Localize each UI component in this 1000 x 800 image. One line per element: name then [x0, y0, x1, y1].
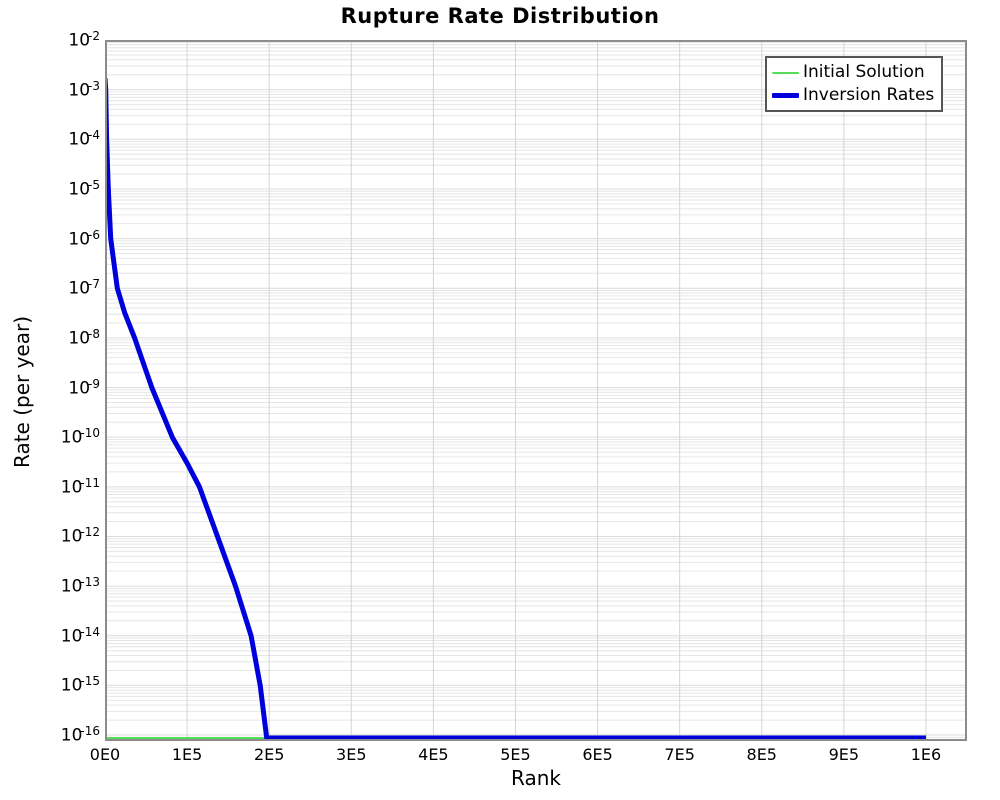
y-tick-label: 10-12: [60, 525, 100, 548]
y-tick-label: 10-7: [68, 277, 100, 299]
y-tick-label: 10-9: [68, 376, 100, 399]
chart-title: Rupture Rate Distribution: [340, 4, 660, 28]
plot-area: [105, 40, 967, 741]
initial-solution-line-swatch: [772, 71, 799, 74]
x-tick-label: 0E0: [89, 745, 121, 764]
x-axis-title: Rank: [511, 766, 561, 790]
plot-border: [105, 40, 967, 741]
x-tick-label: 1E6: [910, 745, 942, 764]
y-tick-label: 10-8: [68, 326, 100, 349]
y-tick-label: 10-2: [68, 29, 100, 51]
legend-entry-inversion-rates: Inversion Rates: [772, 87, 941, 104]
y-tick-label: 10-16: [60, 724, 100, 746]
legend-box: Initial Solution Inversion Rates: [765, 56, 943, 112]
y-axis-title: Rate (per year): [10, 315, 34, 469]
y-tick-label: 10-3: [68, 78, 100, 101]
x-tick-label: 1E5: [171, 745, 203, 764]
y-tick-label: 10-10: [60, 426, 100, 448]
y-tick-label: 10-4: [68, 128, 100, 150]
legend-label: Initial Solution: [803, 62, 925, 82]
legend-label: Inversion Rates: [803, 85, 935, 105]
y-tick-label: 10-14: [60, 624, 100, 647]
x-tick-label: 8E5: [746, 745, 777, 764]
x-tick-label: 6E5: [582, 745, 613, 764]
inversion-rates-line-swatch: [772, 93, 799, 98]
x-tick-label: 2E5: [253, 745, 285, 764]
y-tick-label: 10-15: [60, 674, 100, 697]
y-tick-label: 10-6: [68, 227, 100, 250]
y-tick-label: 10-5: [68, 177, 100, 200]
x-tick-label: 4E5: [418, 745, 449, 764]
x-tick-label: 7E5: [664, 745, 695, 764]
legend-entry-initial-solution: Initial Solution: [772, 64, 941, 81]
y-tick-label: 10-11: [60, 475, 100, 498]
x-tick-label: 3E5: [336, 745, 367, 764]
x-tick-label: 5E5: [500, 745, 531, 764]
series-line-inversion-rates: [105, 78, 926, 741]
x-tick-label: 9E5: [828, 745, 860, 764]
y-tick-label: 10-13: [60, 575, 100, 597]
